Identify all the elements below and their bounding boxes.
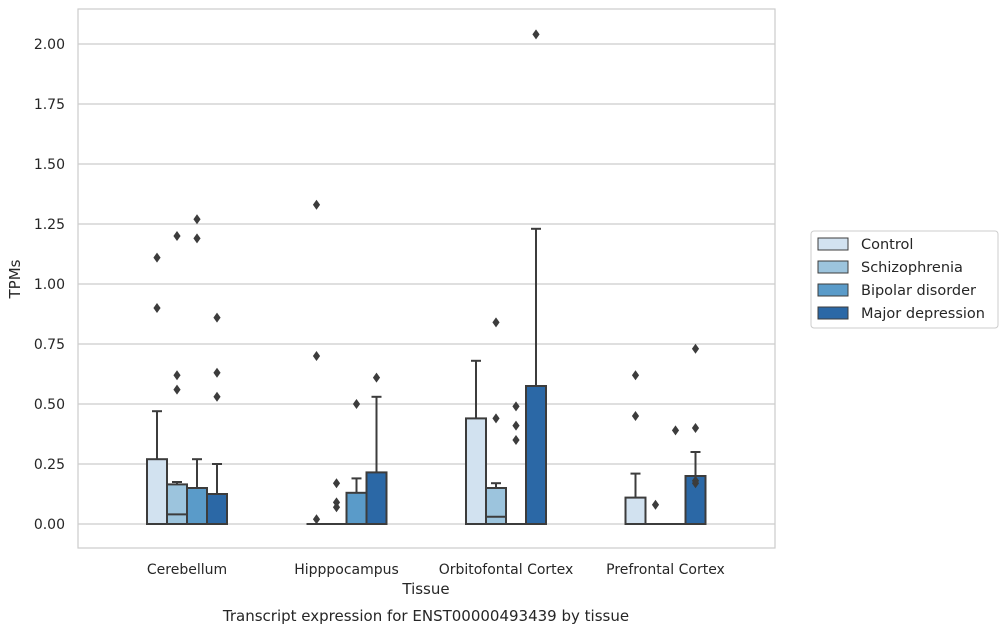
outlier-point	[492, 413, 500, 424]
outlier-point	[213, 391, 221, 402]
box-body	[525, 385, 547, 525]
chart-title: Transcript expression for ENST0000049343…	[222, 607, 629, 625]
outlier-point	[312, 514, 321, 525]
box-1-0	[306, 199, 327, 525]
outlier-point	[173, 231, 181, 241]
box-3-2	[665, 425, 686, 525]
outlier-point	[512, 435, 520, 445]
outlier-point	[352, 399, 361, 409]
y-gridlines	[78, 43, 775, 525]
box-2-3	[525, 29, 547, 525]
legend-label: Schizophrenia	[861, 260, 963, 276]
box-3-1	[645, 499, 666, 525]
outlier-point	[631, 370, 640, 381]
outlier-point	[372, 372, 381, 383]
outlier-point	[512, 420, 520, 431]
box-body	[624, 496, 647, 526]
box-3-0	[624, 370, 647, 526]
y-tick-labels: 0.00 0.25 0.50 0.75 1.00 1.25 1.50 1.75 2.00	[34, 37, 65, 533]
box-body	[146, 458, 168, 526]
x-tick-labels: Cerebellum Hipppocampus Orbitofontal Corte…	[147, 562, 725, 578]
y-tick-label: 0.75	[34, 337, 65, 353]
plot-area	[78, 9, 775, 548]
y-tick-label: 1.50	[34, 157, 65, 173]
legend-swatch	[817, 306, 849, 320]
outlier-point	[332, 497, 341, 508]
legend-swatch	[817, 237, 849, 251]
legend: Control Schizophrenia Bipolar disorder Majo…	[810, 230, 999, 329]
legend-frame	[810, 230, 999, 329]
outlier-point	[691, 343, 700, 354]
y-tick-label: 1.25	[34, 217, 65, 233]
box-0-3	[206, 312, 228, 525]
outlier-point	[193, 214, 201, 225]
outlier-point	[691, 423, 700, 433]
y-tick-label: 1.00	[34, 277, 65, 293]
x-axis-label: Tissue	[401, 580, 449, 598]
legend-label: Control	[861, 237, 913, 253]
legend-swatch	[817, 283, 849, 297]
outlier-point	[173, 370, 181, 381]
outlier-point	[153, 252, 161, 263]
outlier-point	[492, 317, 500, 328]
outlier-point	[332, 478, 341, 489]
outlier-point	[671, 425, 680, 436]
box-body	[345, 491, 368, 525]
outlier-point	[312, 199, 321, 210]
box-2-1	[485, 317, 507, 525]
box-1-1	[326, 478, 347, 525]
outlier-point	[213, 312, 221, 323]
outlier-point	[213, 367, 221, 378]
outlier-point	[631, 411, 640, 421]
box-groups	[146, 29, 707, 526]
y-tick-label: 1.75	[34, 97, 65, 113]
y-tick-label: 2.00	[34, 37, 65, 53]
legend-label: Major depression	[861, 306, 985, 322]
outlier-point	[532, 29, 540, 40]
box-body	[465, 417, 487, 525]
box-1-2	[345, 399, 368, 525]
box-0-1	[166, 231, 188, 525]
box-2-2	[506, 401, 526, 525]
legend-swatch	[817, 260, 849, 274]
outlier-point	[193, 233, 201, 244]
plot-frame	[77, 8, 776, 549]
box-0-2	[186, 214, 208, 525]
y-tick-label: 0.50	[34, 397, 65, 413]
x-tick-label: Hipppocampus	[294, 562, 399, 578]
y-axis-label: TPMs	[6, 259, 24, 299]
x-tick-label: Orbitofontal Cortex	[439, 562, 574, 578]
box-body	[365, 471, 388, 525]
outlier-point	[512, 401, 520, 412]
outlier-point	[691, 475, 700, 486]
box-body	[166, 483, 188, 525]
box-body	[485, 487, 507, 525]
x-tick-label: Cerebellum	[147, 562, 227, 578]
box-1-3	[365, 372, 388, 525]
legend-label: Bipolar disorder	[861, 283, 976, 299]
outlier-point	[153, 303, 161, 313]
box-body	[186, 487, 208, 525]
x-tick-label: Prefrontal Cortex	[606, 562, 725, 578]
outlier-point	[651, 499, 660, 510]
box-3-3	[684, 343, 707, 525]
box-body	[206, 493, 228, 525]
outlier-point	[312, 351, 321, 361]
outlier-point	[173, 384, 181, 395]
box-0-0	[146, 252, 168, 526]
y-tick-label: 0.00	[34, 517, 65, 533]
y-tick-label: 0.25	[34, 457, 65, 473]
box-2-0	[465, 359, 487, 525]
